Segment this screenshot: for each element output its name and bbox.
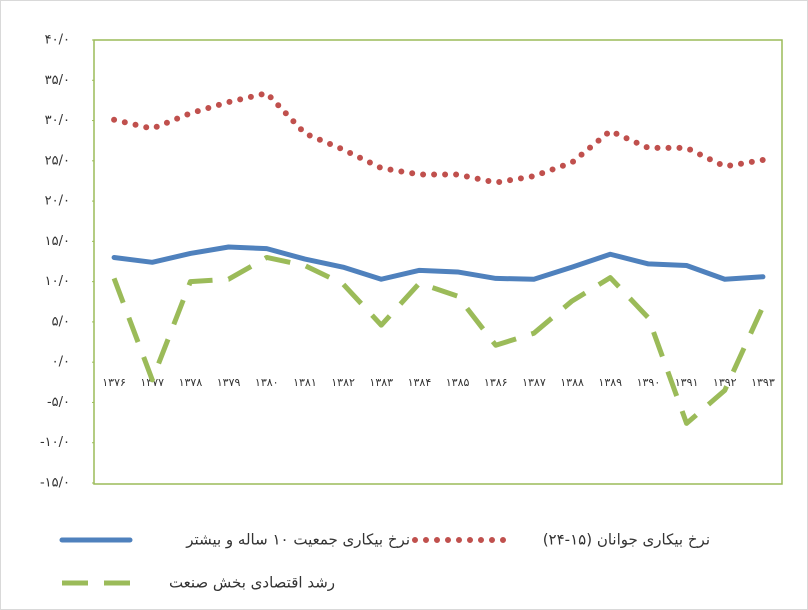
x-tick-label: ۱۳۹۳ [751, 376, 775, 389]
x-tick-label: ۱۳۹۰ [637, 376, 661, 389]
x-tick-label: ۱۳۸۸ [560, 376, 584, 389]
x-tick-label: ۱۳۷۷ [140, 376, 164, 389]
x-tick-label: ۱۳۷۸ [179, 376, 203, 389]
x-tick-label: ۱۳۸۰ [255, 376, 279, 389]
y-tick-label: ۰/۰ [52, 355, 70, 370]
series-line [111, 254, 766, 426]
x-tick-label: ۱۳۸۲ [331, 376, 355, 389]
y-tick-label: ۵/۰ [52, 314, 70, 329]
y-tick-label: ۱۵/۰ [45, 234, 70, 249]
x-tick-label: ۱۳۷۹ [217, 376, 241, 389]
legend-label: نرخ بیکاری جوانان (۱۵-۲۴) [543, 531, 710, 549]
series-line [111, 244, 766, 282]
x-tick-label: ۱۳۸۹ [598, 376, 622, 389]
x-tick-label: ۱۳۸۱ [293, 376, 317, 389]
plot-frame [93, 39, 783, 485]
y-tick-label: ۱۰/۰ [45, 274, 70, 289]
y-tick-label: ۴۰/۰ [45, 33, 70, 48]
x-tick-label: ۱۳۹۲ [713, 376, 737, 389]
y-tick-label: ۳۰/۰ [45, 113, 70, 128]
y-tick-label: ۲۰/۰ [45, 194, 70, 209]
series-line [111, 90, 766, 186]
x-tick-label: ۱۳۸۶ [484, 376, 508, 389]
y-tick-label: ۲۵/۰ [45, 153, 70, 168]
legend-label: رشد اقتصادی بخش صنعت [169, 574, 335, 592]
x-tick-label: ۱۳۸۷ [522, 376, 546, 389]
y-tick-label: -۱۰/۰ [40, 435, 70, 450]
x-tick-label: ۱۳۸۴ [408, 376, 432, 389]
x-tick-label: ۱۳۸۳ [369, 376, 393, 389]
y-tick-label: -۵/۰ [47, 395, 70, 410]
legend-label: نرخ بیکاری جمعیت ۱۰ ساله و بیشتر [185, 531, 410, 549]
x-tick-label: ۱۳۹۱ [675, 376, 699, 389]
y-tick-label: -۱۵/۰ [40, 476, 70, 491]
x-tick-label: ۱۳۸۵ [446, 376, 470, 389]
x-tick-label: ۱۳۷۶ [102, 376, 126, 389]
y-tick-label: ۳۵/۰ [45, 73, 70, 88]
